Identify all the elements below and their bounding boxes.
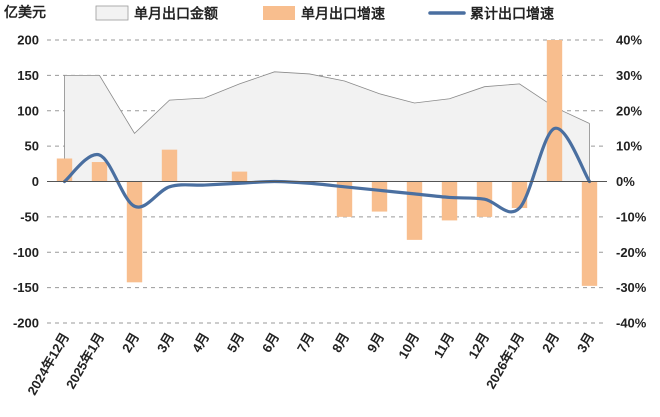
- area-fill: [65, 72, 590, 182]
- legend-swatch-bar: [263, 6, 295, 20]
- x-tick-label: 7月: [294, 330, 317, 355]
- x-tick-label: 2月: [119, 330, 142, 355]
- x-tick-label: 11月: [431, 330, 457, 361]
- bar: [232, 172, 247, 182]
- legend-swatch-area: [96, 6, 128, 20]
- right-tick-label: -30%: [616, 280, 647, 295]
- area-series: [65, 72, 590, 182]
- right-tick-label: -10%: [616, 209, 647, 224]
- bar: [92, 162, 107, 181]
- x-tick-label: 10月: [395, 330, 422, 361]
- bar: [162, 150, 177, 182]
- left-tick-label: -50: [20, 209, 39, 224]
- right-tick-label: 0%: [616, 174, 635, 189]
- x-tick-label: 5月: [224, 330, 247, 355]
- legend: 单月出口金额 单月出口增速 累计出口增速: [96, 6, 554, 22]
- left-tick-label: -150: [13, 280, 39, 295]
- right-tick-label: -20%: [616, 245, 647, 260]
- bar: [442, 182, 457, 221]
- legend-label: 累计出口增速: [470, 6, 554, 22]
- left-tick-label: -100: [13, 245, 39, 260]
- right-tick-label: -40%: [616, 316, 647, 331]
- x-tick-label: 2024年12月: [24, 330, 72, 398]
- left-tick-label: 0: [32, 174, 39, 189]
- left-tick-label: 50: [25, 139, 39, 154]
- bar: [512, 182, 527, 209]
- left-tick-label: 200: [17, 33, 39, 48]
- right-tick-label: 10%: [616, 139, 642, 154]
- legend-label: 单月出口增速: [301, 6, 385, 22]
- x-tick-label: 2月: [539, 330, 562, 355]
- unit-label: 亿美元: [4, 4, 46, 20]
- legend-label: 单月出口金额: [134, 6, 218, 22]
- x-tick-label: 6月: [259, 330, 282, 355]
- right-tick-label: 30%: [616, 68, 642, 83]
- x-tick-label: 12月: [465, 330, 492, 361]
- x-tick-label: 3月: [154, 330, 177, 355]
- x-tick-label: 4月: [189, 330, 212, 355]
- x-tick-label: 9月: [364, 330, 387, 355]
- right-tick-label: 40%: [616, 33, 642, 48]
- bar: [582, 182, 597, 286]
- bar: [372, 182, 387, 212]
- x-tick-label: 3月: [574, 330, 597, 355]
- bar: [407, 182, 422, 240]
- right-tick-label: 20%: [616, 103, 642, 118]
- x-tick-label: 8月: [329, 330, 352, 355]
- bar: [547, 40, 562, 182]
- left-tick-label: -200: [13, 316, 39, 331]
- left-tick-label: 100: [17, 103, 39, 118]
- bar: [127, 182, 142, 283]
- left-tick-label: 150: [17, 68, 39, 83]
